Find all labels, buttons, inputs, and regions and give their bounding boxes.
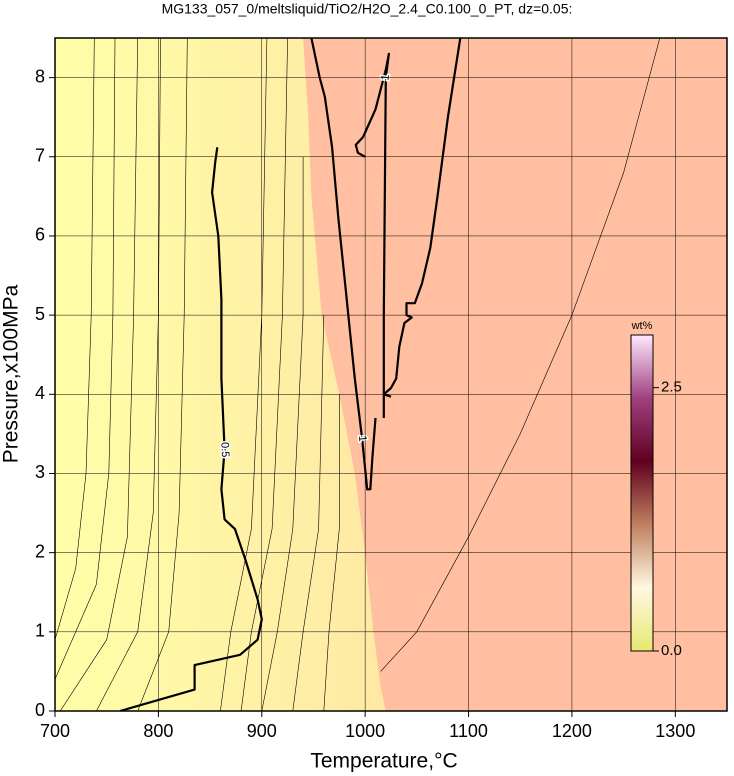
y-tick-label: 5 <box>35 304 45 324</box>
contour-line <box>292 315 325 711</box>
x-tick-label: 1300 <box>655 721 695 741</box>
colorbar-tick-label: 0.0 <box>661 642 682 659</box>
contour-line <box>96 38 161 711</box>
y-tick-label: 2 <box>35 541 45 561</box>
x-tick-label: 1200 <box>552 721 592 741</box>
x-tick-label: 800 <box>143 721 173 741</box>
x-tick-label: 700 <box>40 721 70 741</box>
plot-area: 0.511 <box>55 38 727 711</box>
region <box>303 38 727 711</box>
plot-frame <box>54 37 728 712</box>
contour-line-major <box>310 38 377 491</box>
chart-title: MG133_057_0/meltsliquid/TiO2/H2O_2.4_C0.… <box>162 1 573 17</box>
y-tick-label: 7 <box>35 146 45 166</box>
colorbar-label: wt% <box>631 320 653 332</box>
contour-label: 0.5 <box>218 442 231 458</box>
y-tick-label: 0 <box>35 700 45 720</box>
contour-line-major <box>119 147 263 711</box>
y-axis-label: Pressure,x100MPa <box>0 284 23 463</box>
x-axis-label: Temperature,°C <box>310 750 457 773</box>
contour-line <box>240 38 288 711</box>
colorbar <box>630 334 654 652</box>
x-tick-label: 1100 <box>449 721 488 741</box>
contour-line <box>261 156 304 711</box>
colorbar-tick-label: 2.5 <box>661 379 682 396</box>
y-tick-label: 6 <box>35 225 45 245</box>
contour-line <box>59 38 138 711</box>
contour-label: 1 <box>356 435 369 442</box>
y-tick-label: 8 <box>35 66 45 86</box>
axes: 700 800 900 1000 1100 1200 1300 0 1 2 3 4 5 6 7 8 wt% 0.0… <box>35 37 728 741</box>
contour-line <box>323 394 340 711</box>
y-tick-label: 3 <box>35 462 45 482</box>
x-tick-label: 900 <box>247 721 277 741</box>
y-tick-label: 4 <box>35 383 45 403</box>
x-tick-label: 1000 <box>345 721 385 741</box>
y-tick-label: 1 <box>35 621 45 641</box>
